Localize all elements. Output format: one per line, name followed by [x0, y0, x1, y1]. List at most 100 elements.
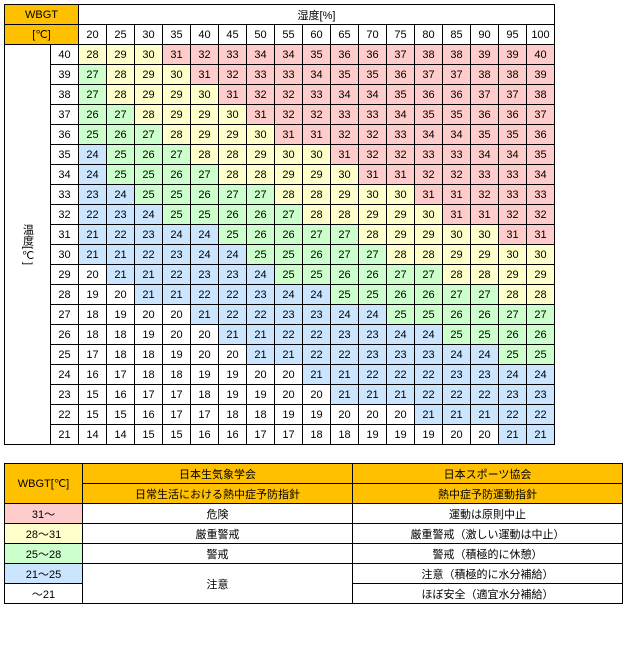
wbgt-cell: 30	[219, 105, 247, 125]
wbgt-cell: 30	[443, 225, 471, 245]
wbgt-cell: 31	[443, 205, 471, 225]
wbgt-cell: 21	[387, 385, 415, 405]
wbgt-cell: 22	[247, 305, 275, 325]
legend-range: ～21	[5, 584, 83, 604]
humidity-col: 40	[191, 25, 219, 45]
wbgt-cell: 27	[191, 165, 219, 185]
wbgt-cell: 29	[331, 185, 359, 205]
wbgt-cell: 31	[191, 65, 219, 85]
wbgt-cell: 25	[303, 265, 331, 285]
wbgt-cell: 21	[107, 265, 135, 285]
wbgt-cell: 25	[247, 245, 275, 265]
wbgt-cell: 22	[135, 245, 163, 265]
wbgt-cell: 33	[219, 45, 247, 65]
wbgt-cell: 21	[191, 305, 219, 325]
humidity-col: 20	[79, 25, 107, 45]
wbgt-cell: 36	[527, 125, 555, 145]
wbgt-cell: 19	[247, 385, 275, 405]
wbgt-cell: 23	[275, 305, 303, 325]
temp-row: 26	[51, 325, 79, 345]
wbgt-cell: 28	[443, 265, 471, 285]
wbgt-cell: 23	[471, 365, 499, 385]
wbgt-cell: 18	[163, 365, 191, 385]
wbgt-cell: 32	[359, 145, 387, 165]
wbgt-cell: 16	[79, 365, 107, 385]
wbgt-cell: 20	[471, 425, 499, 445]
wbgt-cell: 24	[247, 265, 275, 285]
wbgt-cell: 34	[499, 145, 527, 165]
wbgt-cell: 38	[471, 65, 499, 85]
wbgt-cell: 26	[443, 305, 471, 325]
wbgt-cell: 31	[303, 125, 331, 145]
wbgt-cell: 27	[275, 205, 303, 225]
wbgt-cell: 37	[387, 45, 415, 65]
wbgt-cell: 33	[499, 165, 527, 185]
wbgt-cell: 32	[359, 125, 387, 145]
wbgt-cell: 37	[471, 85, 499, 105]
wbgt-cell: 35	[331, 65, 359, 85]
wbgt-cell: 17	[191, 405, 219, 425]
wbgt-cell: 29	[443, 245, 471, 265]
wbgt-cell: 21	[415, 405, 443, 425]
wbgt-cell: 21	[331, 365, 359, 385]
temp-row: 27	[51, 305, 79, 325]
wbgt-cell: 26	[107, 125, 135, 145]
wbgt-cell: 29	[163, 85, 191, 105]
wbgt-cell: 28	[499, 285, 527, 305]
wbgt-cell: 31	[163, 45, 191, 65]
wbgt-cell: 36	[387, 65, 415, 85]
wbgt-cell: 25	[219, 225, 247, 245]
wbgt-cell: 18	[135, 365, 163, 385]
wbgt-cell: 18	[303, 425, 331, 445]
wbgt-cell: 39	[527, 65, 555, 85]
wbgt-cell: 32	[527, 205, 555, 225]
wbgt-cell: 33	[247, 65, 275, 85]
wbgt-cell: 20	[135, 305, 163, 325]
wbgt-cell: 22	[499, 405, 527, 425]
wbgt-cell: 27	[79, 85, 107, 105]
wbgt-cell: 19	[191, 365, 219, 385]
wbgt-cell: 26	[247, 205, 275, 225]
wbgt-cell: 15	[79, 385, 107, 405]
wbgt-cell: 32	[499, 205, 527, 225]
temp-row: 35	[51, 145, 79, 165]
wbgt-cell: 23	[219, 265, 247, 285]
wbgt-cell: 28	[191, 145, 219, 165]
wbgt-cell: 20	[247, 365, 275, 385]
legend-right: 警戒（積極的に休憩）	[353, 544, 623, 564]
wbgt-cell: 25	[415, 305, 443, 325]
temp-row: 30	[51, 245, 79, 265]
wbgt-cell: 35	[471, 125, 499, 145]
wbgt-cell: 24	[415, 325, 443, 345]
wbgt-cell: 30	[275, 145, 303, 165]
wbgt-cell: 21	[107, 245, 135, 265]
wbgt-cell: 32	[387, 145, 415, 165]
wbgt-cell: 22	[303, 345, 331, 365]
wbgt-cell: 27	[163, 145, 191, 165]
wbgt-cell: 23	[387, 345, 415, 365]
wbgt-cell: 17	[275, 425, 303, 445]
wbgt-cell: 27	[443, 285, 471, 305]
wbgt-cell: 31	[387, 165, 415, 185]
wbgt-cell: 19	[79, 285, 107, 305]
wbgt-cell: 26	[135, 145, 163, 165]
wbgt-cell: 28	[79, 45, 107, 65]
wbgt-cell: 29	[471, 245, 499, 265]
wbgt-cell: 20	[219, 345, 247, 365]
temp-row: 31	[51, 225, 79, 245]
wbgt-cell: 31	[527, 225, 555, 245]
legend-right-header-1: 日本スポーツ協会	[353, 464, 623, 484]
humidity-col: 75	[387, 25, 415, 45]
wbgt-cell: 26	[275, 225, 303, 245]
wbgt-cell: 30	[471, 225, 499, 245]
legend-wbgt-header: WBGT[℃]	[5, 464, 83, 504]
wbgt-cell: 22	[331, 345, 359, 365]
wbgt-cell: 33	[499, 185, 527, 205]
wbgt-cell: 26	[303, 245, 331, 265]
wbgt-cell: 29	[219, 125, 247, 145]
wbgt-cell: 18	[219, 405, 247, 425]
wbgt-cell: 23	[303, 305, 331, 325]
legend-left: 注意	[83, 564, 353, 604]
legend-left: 危険	[83, 504, 353, 524]
wbgt-cell: 36	[499, 105, 527, 125]
